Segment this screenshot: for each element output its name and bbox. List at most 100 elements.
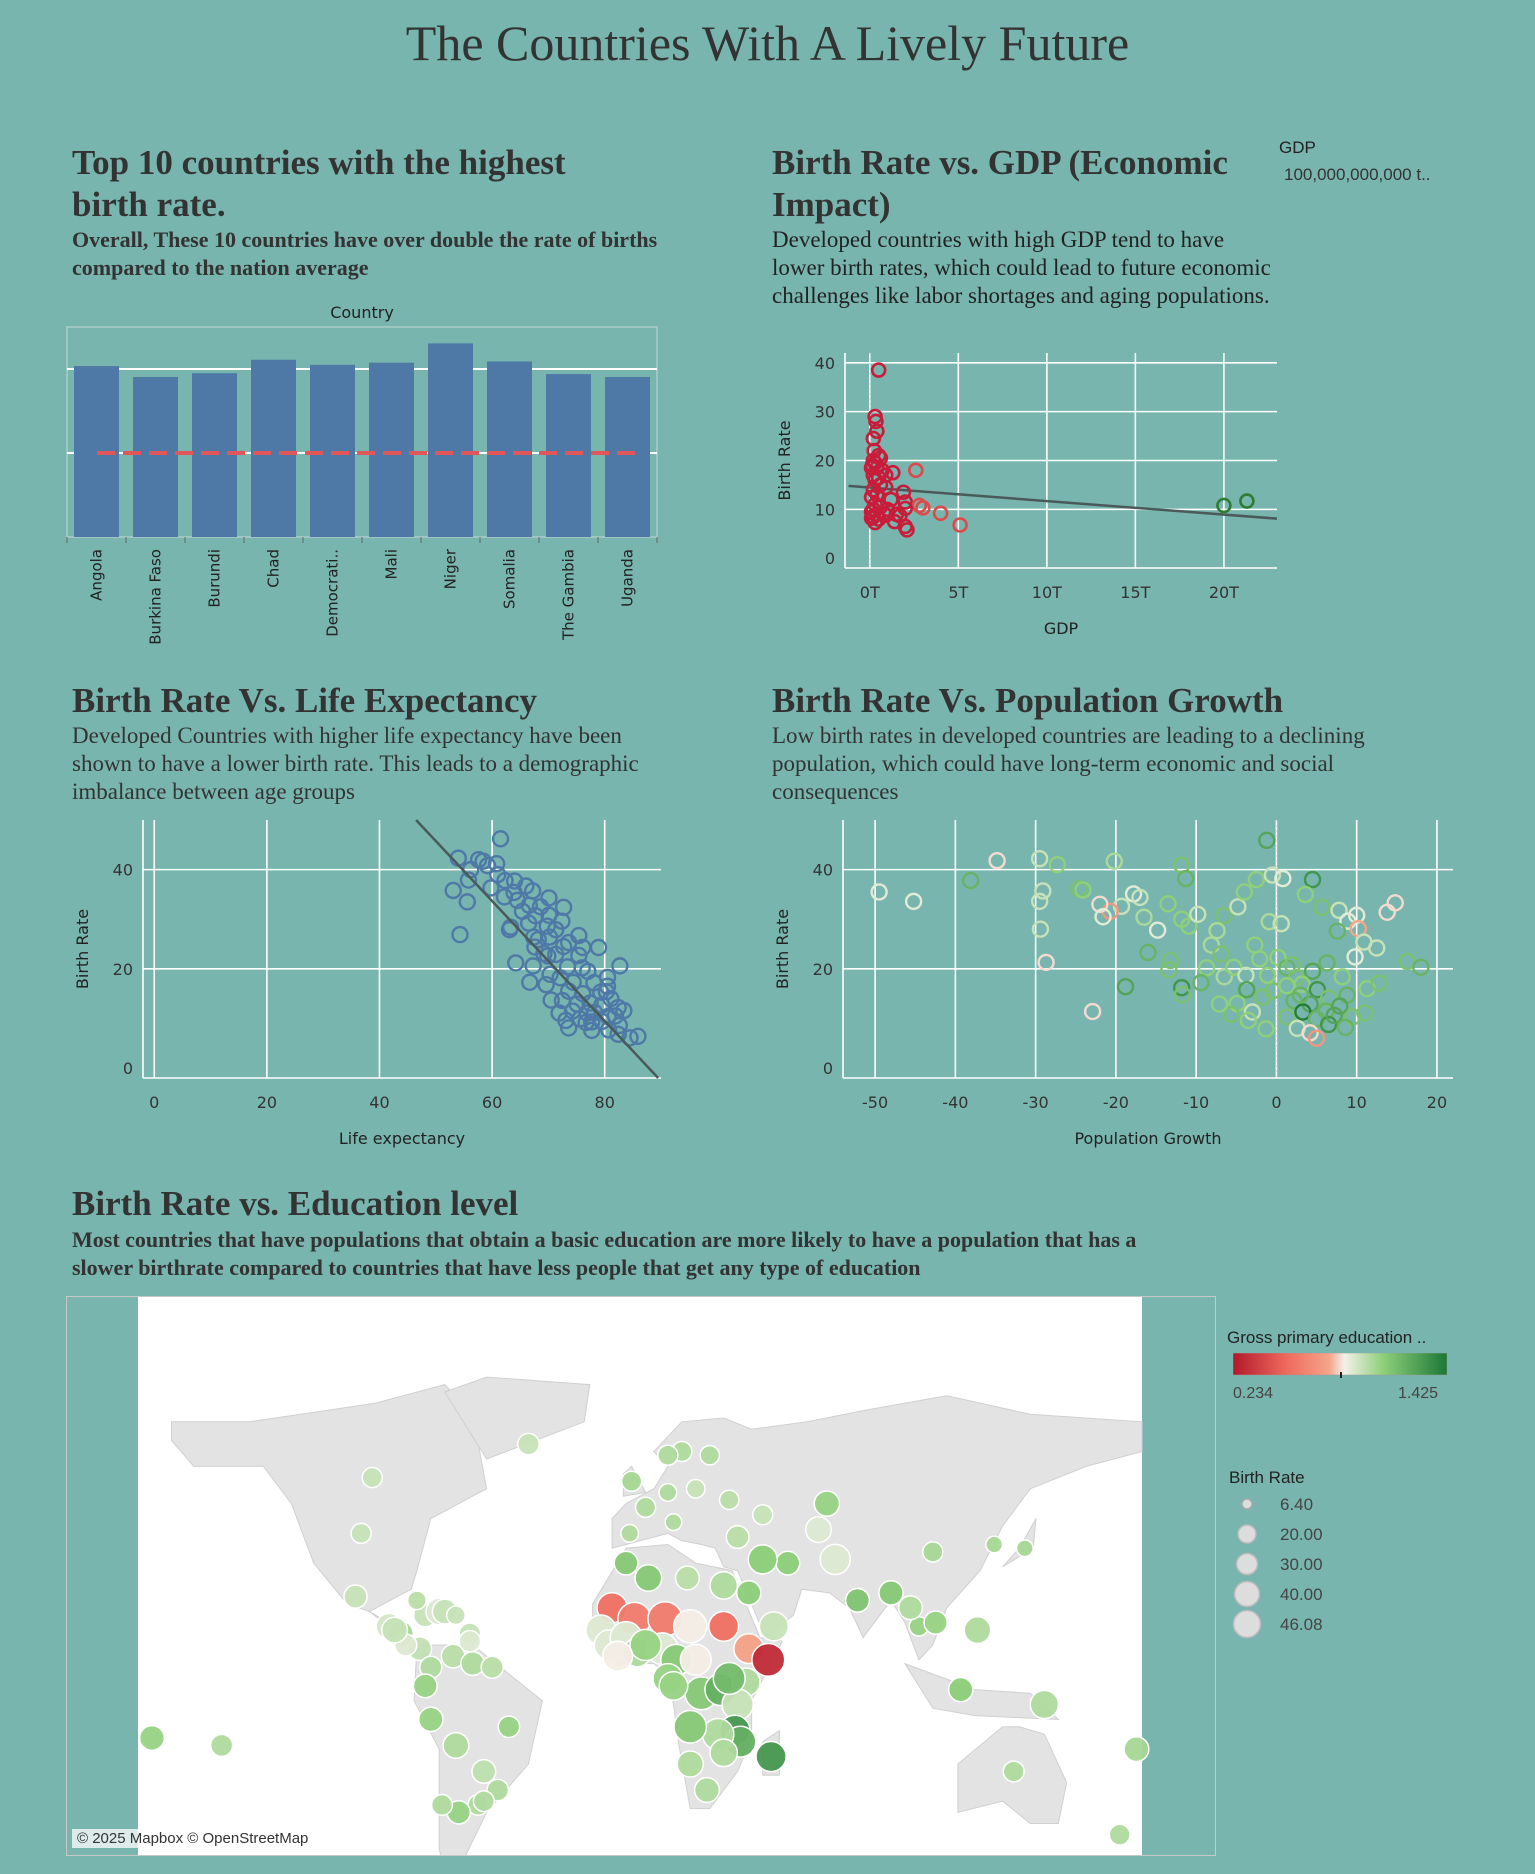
- gdp-point-24: [908, 462, 924, 479]
- map-country-marker-64: [138, 1724, 166, 1752]
- life-point-81: [621, 1029, 639, 1047]
- size-swatch-5: [1232, 1609, 1262, 1639]
- pop-point-75: [1318, 954, 1336, 972]
- size-swatch-3: [1235, 1552, 1259, 1576]
- map-country-marker-95: [755, 1740, 787, 1773]
- life-xtick-3: 60: [482, 1093, 502, 1112]
- pop-point-91: [1319, 1015, 1338, 1034]
- top10-axis-title: Country: [330, 303, 394, 322]
- map-country-marker-43: [775, 1550, 801, 1576]
- birth-rate-legend-value-1: 6.40: [1280, 1495, 1314, 1514]
- pop-xtick-7: 20: [1427, 1093, 1447, 1112]
- pop-point-59: [1197, 959, 1216, 977]
- pop-point-71: [1269, 948, 1287, 967]
- education-color-legend: [1233, 1353, 1448, 1378]
- map-country-marker-28: [480, 1655, 504, 1680]
- gdp-point-23: [895, 484, 912, 501]
- education-map-canvas[interactable]: [67, 1297, 1215, 1855]
- pop-point-28: [1229, 898, 1247, 916]
- pop-point-30: [1212, 945, 1230, 963]
- birth-rate-legend-value-4: 40.00: [1280, 1585, 1323, 1604]
- pop-point-107: [1161, 951, 1180, 970]
- top10-bar-6: [369, 362, 414, 537]
- pop-ylabel: Birth Rate: [773, 909, 792, 989]
- pop-subtitle: Low birth rates in developed countries a…: [772, 723, 1365, 804]
- map-country-marker-44: [747, 1544, 778, 1575]
- pop-point-98: [1258, 966, 1277, 984]
- life-point-87: [539, 947, 557, 965]
- gdp-ylabel: Birth Rate: [775, 420, 794, 500]
- top10-bar-7: [428, 343, 473, 537]
- map-country-marker-96: [712, 1661, 746, 1696]
- pop-point-74: [1303, 962, 1322, 981]
- pop-point-99: [1278, 977, 1296, 995]
- life-point-76: [610, 1016, 629, 1035]
- gdp-subtitle: Developed countries with high GDP tend t…: [772, 227, 1271, 308]
- map-country-marker-94: [709, 1738, 739, 1768]
- map-country-marker-39: [657, 1444, 679, 1467]
- pop-point-42: [1378, 903, 1396, 921]
- map-landmass-5: [611, 1395, 1143, 1661]
- pop-point-19: [1159, 895, 1177, 913]
- map-country-marker-20: [380, 1616, 409, 1644]
- life-xtick-0: 0: [149, 1093, 159, 1112]
- map-country-marker-11: [442, 1731, 470, 1759]
- pop-xtick-2: -30: [1023, 1093, 1049, 1112]
- pop-point-70: [1257, 1020, 1275, 1038]
- pop-point-41: [1347, 906, 1366, 924]
- life-title: Birth Rate Vs. Life Expectancy: [72, 681, 537, 720]
- life-point-34: [540, 928, 559, 946]
- life-point-86: [598, 968, 617, 986]
- life-xtick-4: 80: [595, 1093, 615, 1112]
- map-country-marker-56: [897, 1595, 924, 1621]
- top10-xtick-3: Burundi: [206, 549, 224, 608]
- map-country-marker-42: [725, 1525, 750, 1550]
- gdp-legend-value: 100,000,000,000 t..: [1284, 165, 1431, 184]
- gdp-ytick-1: 10: [815, 500, 835, 519]
- life-point-77: [559, 1019, 578, 1037]
- pop-xtick-1: -40: [942, 1093, 968, 1112]
- gdp-point-28: [897, 494, 913, 510]
- pop-point-104: [1160, 961, 1178, 979]
- life-ylabel: Birth Rate: [73, 909, 92, 989]
- top10-bar-chart: Country Angola Burkina Faso Burundi Chad Demo…: [66, 303, 658, 645]
- pop-point-61: [1215, 968, 1233, 986]
- life-subtitle: Developed Countries with higher life exp…: [72, 723, 639, 804]
- pop-point-69: [1239, 1011, 1258, 1030]
- pop-point-96: [1307, 1029, 1326, 1048]
- gdp-title: Birth Rate vs. GDP (Economic Impact): [772, 143, 1228, 224]
- map-country-marker-67: [634, 1563, 663, 1593]
- life-point-53: [521, 973, 539, 991]
- pop-point-12: [1074, 881, 1092, 899]
- life-point-82: [629, 1027, 647, 1046]
- gdp-point-27: [883, 491, 899, 508]
- pop-point-108: [1333, 968, 1351, 986]
- size-swatch-4: [1233, 1580, 1261, 1608]
- pop-point-103: [1210, 995, 1229, 1013]
- map-country-marker-25: [458, 1629, 482, 1653]
- map-country-marker-41: [751, 1503, 774, 1526]
- top10-bar-4: [251, 359, 296, 537]
- education-legend-min: 0.234: [1233, 1385, 1274, 1402]
- pop-point-10: [1037, 953, 1055, 972]
- life-point-23: [495, 888, 514, 906]
- map-country-marker-68: [674, 1565, 701, 1591]
- map-country-marker-55: [1015, 1539, 1034, 1558]
- pop-point-105: [1260, 913, 1278, 931]
- gdp-ytick-0: 0: [825, 549, 835, 568]
- gdp-xtick-4: 20T: [1209, 583, 1239, 602]
- gdp-point-48: [867, 514, 883, 531]
- map-country-marker-30: [516, 1432, 540, 1456]
- pop-xtick-0: -50: [862, 1093, 888, 1112]
- map-country-marker-100: [602, 1640, 634, 1672]
- pop-point-6: [1048, 855, 1067, 874]
- life-point-43: [524, 957, 542, 975]
- gdp-point-51: [1216, 497, 1232, 514]
- gdp-point-45: [952, 517, 968, 533]
- gdp-scatter-chart: 0T 5T 10T 15T 20T 0 10 20 30 40 GDP Birth Rate: [775, 353, 1278, 638]
- map-country-marker-51: [878, 1580, 904, 1606]
- education-map[interactable]: [66, 1296, 1216, 1856]
- pop-point-52: [1091, 895, 1109, 914]
- top10-bar-3: [192, 373, 237, 537]
- pop-point-63: [1237, 966, 1255, 984]
